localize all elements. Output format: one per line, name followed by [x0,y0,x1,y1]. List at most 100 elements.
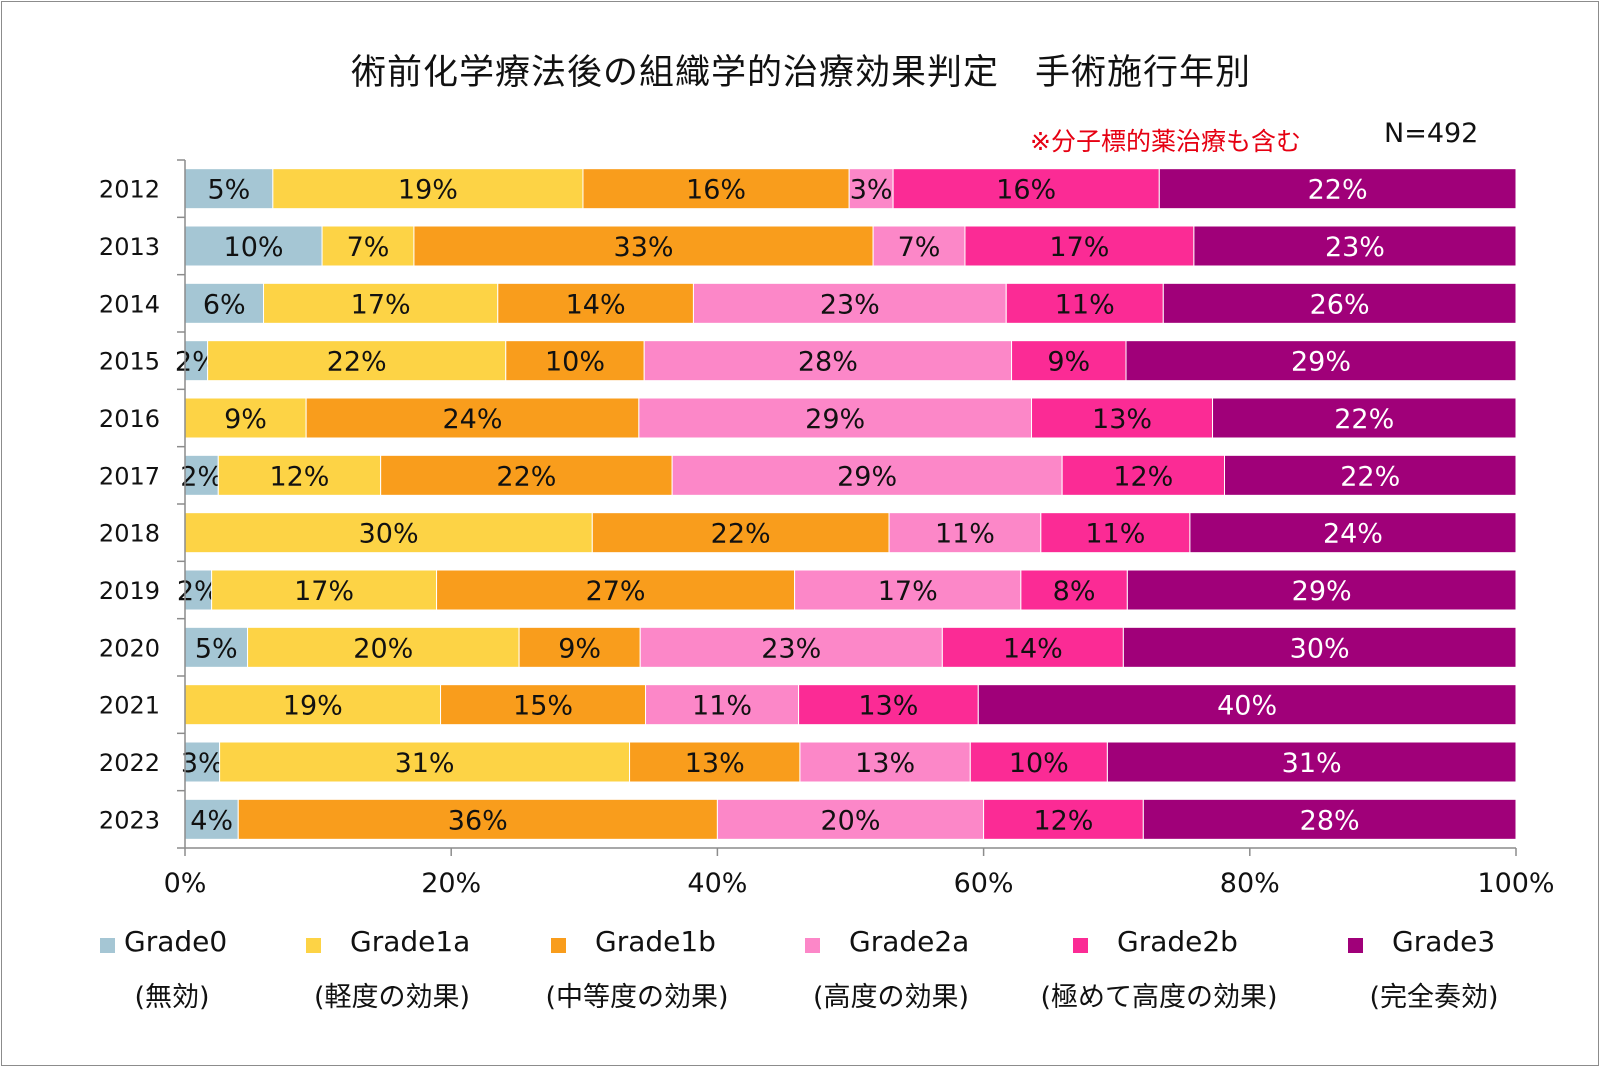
data-label-2018-grade1a: 30% [359,519,419,550]
data-label-2019-grade2b: 8% [1053,576,1096,607]
bar-segment-2019-grade2b [1020,569,1128,611]
legend-series-description: (高度の効果) [812,982,970,1013]
bar-segment-2017-grade1b [380,454,673,496]
bar-segment-2021-grade2a [645,684,800,726]
bar-segment-2015-grade1a [207,340,507,382]
data-label-2019-grade1a: 17% [294,576,354,607]
bar-segment-2018-grade2b [1040,512,1191,554]
category-label-2020: 2020 [99,634,160,662]
bar-segment-2022-grade2b [969,741,1108,783]
category-label-2016: 2016 [99,405,160,433]
bar-segment-2019-grade1b [436,569,796,611]
data-label-2013-grade2b: 17% [1049,232,1109,263]
legend-series-name: Grade1b [595,925,716,958]
bar-segment-2019-grade3 [1126,569,1517,611]
x-tick-label: 20% [421,868,481,899]
x-tick-label: 40% [687,868,747,899]
data-label-2016-grade1b: 24% [442,404,502,435]
data-label-2021-grade2a: 11% [692,691,752,722]
data-label-2014-grade0: 6% [203,289,246,320]
data-label-2014-grade1b: 14% [566,289,626,320]
data-label-2015-grade2b: 9% [1047,347,1090,378]
bar-segment-2014-grade1b [497,282,694,324]
bar-segment-2014-grade1a [263,282,499,324]
chart-legend: Grade0 (無効) Grade1a (軽度の効果) Grade1b (中等度の効果) G… [0,925,1602,1025]
data-label-2022-grade3: 31% [1282,748,1342,779]
legend-series-description: (極めて高度の効果) [1040,982,1278,1013]
data-label-2017-grade0: 2% [180,461,223,492]
bar-segment-2012-grade1b [582,168,850,210]
bar-segment-2015-grade3 [1125,340,1517,382]
bar-segment-2014-grade3 [1162,282,1517,324]
bar-segment-2023-grade0 [184,798,239,840]
legend-series-name: Grade2b [1117,925,1238,958]
bar-segment-2021-grade3 [977,684,1517,726]
bar-segment-2012-grade2a [848,168,894,210]
legend-item-grade3: Grade3 (完全奏効) [1314,925,1554,1025]
data-label-2015-grade3: 29% [1291,347,1351,378]
bar-segment-2023-grade3 [1142,798,1517,840]
data-label-2016-grade3: 22% [1334,404,1394,435]
x-tick-label: 100% [1477,868,1554,899]
chart-note: ※分子標的薬治療も含む [1030,127,1301,156]
chart-title: 術前化学療法後の組織学的治療効果判定 手術施行年別 [350,53,1251,93]
data-label-2021-grade2b: 13% [858,691,918,722]
category-label-2022: 2022 [99,749,160,777]
bar-segment-2018-grade3 [1189,512,1517,554]
data-label-2016-grade2b: 13% [1092,404,1152,435]
data-label-2012-grade0: 5% [208,175,251,206]
legend-swatch [100,938,115,953]
bar-segment-2013-grade2a [872,225,966,267]
bar-segment-2020-grade1a [247,626,520,668]
bar-segment-2012-grade3 [1158,168,1517,210]
sample-size-label: N=492 [1384,118,1479,149]
legend-series-name: Grade2a [849,925,970,958]
data-label-2020-grade1b: 9% [558,633,601,664]
bar-segment-2018-grade1b [591,512,890,554]
bar-segment-2018-grade2a [888,512,1042,554]
bar-segment-2016-grade3 [1212,397,1517,439]
bar-segment-2014-grade2b [1005,282,1164,324]
legend-swatch [551,938,566,953]
bar-segment-2019-grade0 [184,569,213,611]
data-label-2018-grade1b: 22% [711,519,771,550]
data-label-2012-grade2b: 16% [996,175,1056,206]
legend-series-name: Grade0 [124,925,228,958]
legend-item-grade2b: Grade2b (極めて高度の効果) [1039,925,1279,1025]
legend-item-grade0: Grade0 (無効) [52,925,292,1025]
bar-segment-2020-grade3 [1122,626,1517,668]
bar-segment-2019-grade1a [211,569,438,611]
data-label-2019-grade2a: 17% [878,576,938,607]
data-label-2012-grade2a: 3% [850,175,893,206]
data-label-2017-grade2a: 29% [837,461,897,492]
legend-swatch [1348,938,1363,953]
bar-segment-2019-grade2a [794,569,1022,611]
data-label-2023-grade0: 4% [190,805,233,836]
data-label-2014-grade2a: 23% [820,289,880,320]
bar-segment-2017-grade2a [671,454,1063,496]
data-label-2020-grade0: 5% [195,633,238,664]
data-label-2022-grade2b: 10% [1009,748,1069,779]
bar-segment-2016-grade2b [1031,397,1214,439]
bar-segment-2020-grade2a [639,626,943,668]
data-label-2020-grade2a: 23% [761,633,821,664]
data-label-2020-grade3: 30% [1290,633,1350,664]
bar-segment-2020-grade2b [941,626,1124,668]
data-label-2014-grade1a: 17% [351,289,411,320]
legend-series-name: Grade3 [1392,925,1496,958]
legend-swatch [306,938,321,953]
data-label-2012-grade1b: 16% [686,175,746,206]
data-label-2014-grade2b: 11% [1055,289,1115,320]
legend-series-description: (中等度の効果) [545,982,729,1013]
category-label-2015: 2015 [99,348,160,376]
data-label-2022-grade0: 3% [181,748,224,779]
data-label-2013-grade1b: 33% [614,232,674,263]
bar-segment-2013-grade1b [413,225,874,267]
legend-item-grade1b: Grade1b (中等度の効果) [517,925,757,1025]
bar-segment-2022-grade1b [629,741,801,783]
data-label-2017-grade3: 22% [1340,461,1400,492]
legend-series-name: Grade1a [350,925,471,958]
legend-swatch [1073,938,1088,953]
